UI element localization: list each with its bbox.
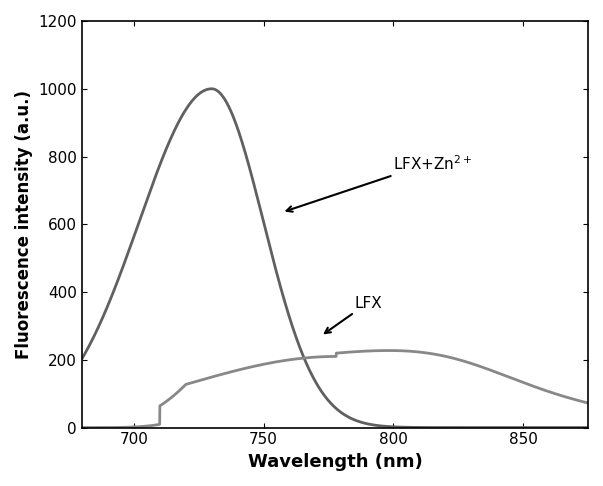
Text: LFX+Zn$^{2+}$: LFX+Zn$^{2+}$ xyxy=(393,155,473,174)
X-axis label: Wavelength (nm): Wavelength (nm) xyxy=(248,453,422,471)
Y-axis label: Fluorescence intensity (a.u.): Fluorescence intensity (a.u.) xyxy=(15,90,33,359)
Text: LFX: LFX xyxy=(355,295,382,311)
